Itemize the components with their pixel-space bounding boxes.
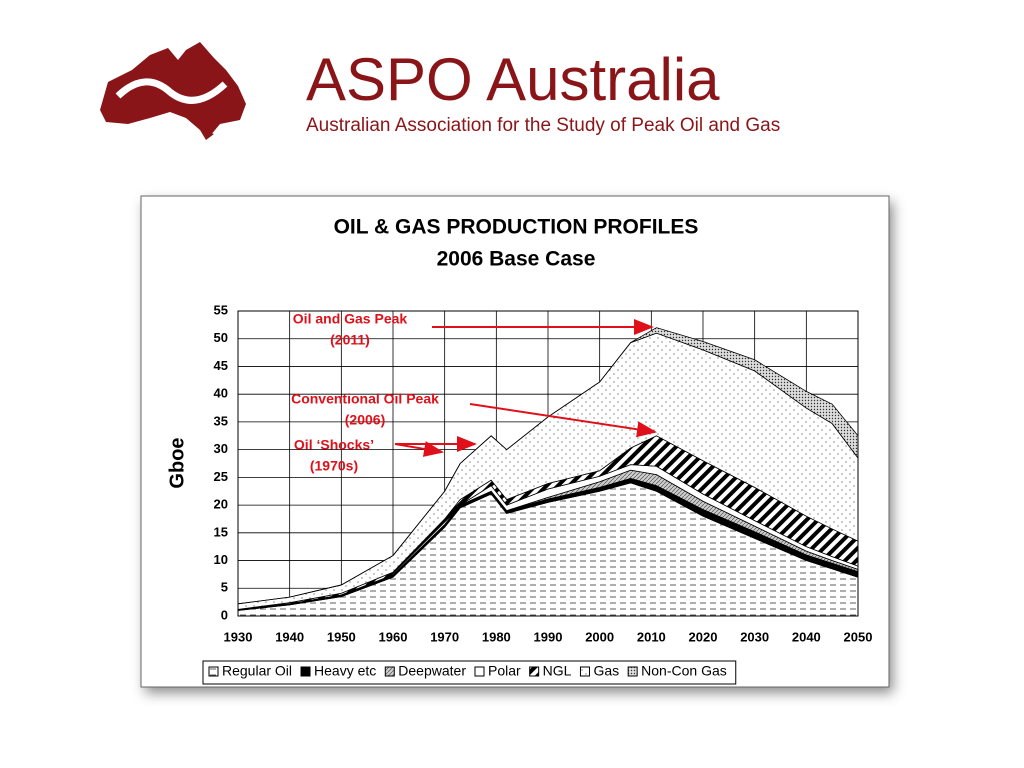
legend-swatch bbox=[300, 666, 311, 677]
chart-subtitle: 2006 Base Case bbox=[437, 248, 596, 271]
brand-subtitle: Australian Association for the Study of … bbox=[306, 115, 780, 136]
legend-label: Heavy etc bbox=[314, 663, 376, 679]
x-tick-label: 2030 bbox=[740, 629, 769, 644]
y-tick-label: 10 bbox=[214, 552, 228, 567]
legend-label: Polar bbox=[488, 663, 521, 679]
legend-swatch bbox=[208, 666, 219, 677]
annotation: Conventional Oil Peak bbox=[291, 391, 439, 407]
y-tick-label: 55 bbox=[214, 302, 228, 317]
legend-swatch bbox=[529, 666, 540, 677]
plot-border bbox=[237, 310, 859, 617]
x-tick-label: 1930 bbox=[224, 629, 253, 644]
legend-label: Non-Con Gas bbox=[641, 663, 727, 679]
x-tick-label: 2020 bbox=[689, 629, 718, 644]
x-tick-label: 2000 bbox=[585, 629, 614, 644]
legend-label: Regular Oil bbox=[222, 663, 292, 679]
annotation: (2006) bbox=[345, 412, 385, 428]
y-tick-label: 25 bbox=[214, 469, 228, 484]
y-tick-label: 0 bbox=[221, 607, 228, 622]
annotation: Oil and Gas Peak bbox=[293, 311, 408, 327]
y-tick-label: 5 bbox=[221, 580, 228, 595]
x-tick-label: 1950 bbox=[327, 629, 356, 644]
legend-label: NGL bbox=[543, 663, 572, 679]
x-tick-label: 2040 bbox=[792, 629, 821, 644]
x-tick-label: 1980 bbox=[482, 629, 511, 644]
logo bbox=[100, 42, 246, 140]
y-tick-label: 15 bbox=[214, 524, 228, 539]
y-tick-label: 30 bbox=[214, 441, 228, 456]
legend: Regular Oil Heavy etc Deepwater Polar NGL Gas… bbox=[202, 660, 737, 685]
chart-title: OIL & GAS PRODUCTION PROFILES bbox=[334, 216, 699, 239]
x-tick-label: 1970 bbox=[430, 629, 459, 644]
x-tick-label: 1960 bbox=[379, 629, 408, 644]
annotation: Oil ‘Shocks’ bbox=[294, 437, 374, 453]
legend-swatch bbox=[474, 666, 485, 677]
annotation: (2011) bbox=[330, 332, 370, 348]
y-tick-label: 50 bbox=[214, 330, 228, 345]
x-tick-label: 2010 bbox=[637, 629, 666, 644]
y-tick-label: 40 bbox=[214, 386, 228, 401]
y-tick-label: 20 bbox=[214, 497, 228, 512]
legend-label: Deepwater bbox=[398, 663, 466, 679]
annotation: (1970s) bbox=[310, 458, 358, 474]
y-axis-label: Gboe bbox=[166, 437, 188, 488]
legend-swatch bbox=[384, 666, 395, 677]
x-tick-label: 1940 bbox=[275, 629, 304, 644]
x-tick-label: 2050 bbox=[844, 629, 873, 644]
y-tick-label: 45 bbox=[214, 358, 228, 373]
y-tick-label: 35 bbox=[214, 413, 228, 428]
legend-swatch bbox=[627, 666, 638, 677]
x-tick-label: 1990 bbox=[534, 629, 563, 644]
annotation-arrow bbox=[469, 403, 657, 438]
legend-label: Gas bbox=[593, 663, 619, 679]
legend-swatch bbox=[579, 666, 590, 677]
brand-title: ASPO Australia bbox=[306, 46, 720, 113]
annotation-arrow bbox=[394, 441, 444, 457]
legend-box bbox=[202, 660, 737, 685]
